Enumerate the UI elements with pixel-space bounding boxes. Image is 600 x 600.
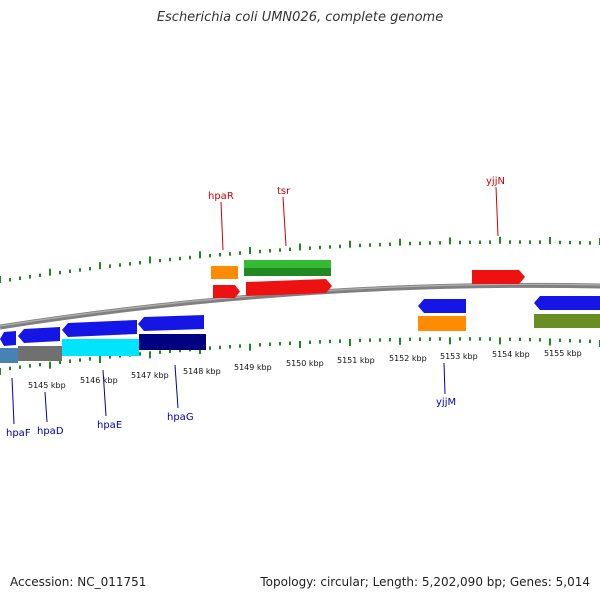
feature-steelblue[interactable] (0, 348, 18, 363)
gene-label-tsr[interactable]: tsr (277, 186, 291, 197)
kbp-label: 5150 kbp (286, 359, 324, 368)
kbp-label: 5152 kbp (389, 354, 427, 363)
kbp-scale: 5145 kbp 5146 kbp 5147 kbp 5148 kbp 5149… (28, 349, 582, 390)
kbp-label: 5145 kbp (28, 381, 66, 390)
label-leader (102, 369, 107, 417)
outer-ticks (0, 236, 600, 283)
feature-gray[interactable] (18, 346, 62, 361)
label-leader (11, 377, 15, 425)
gene-right-edge-arrow[interactable] (534, 296, 600, 310)
feature-green-tsr-lower[interactable] (244, 268, 331, 276)
label-leader (174, 364, 179, 409)
gene-label-hpaE[interactable]: hpaE (97, 420, 122, 431)
gene-hpaD-arrow[interactable] (18, 327, 60, 343)
gene-hpaE-arrow[interactable] (62, 320, 137, 337)
gene-yjjN-arrow[interactable] (472, 270, 525, 284)
gene-label-hpaG[interactable]: hpaG (167, 412, 194, 423)
kbp-label: 5147 kbp (131, 371, 169, 380)
label-leader (44, 391, 48, 423)
kbp-label: 5146 kbp (80, 376, 118, 385)
gene-hpaG-arrow[interactable] (138, 315, 204, 331)
gene-label-hpaD[interactable]: hpaD (37, 426, 64, 437)
label-leader (443, 362, 446, 395)
feature-navy[interactable] (139, 334, 206, 350)
gene-tsr-arrow[interactable] (246, 279, 332, 296)
label-leader (495, 186, 499, 237)
feature-olive[interactable] (534, 314, 600, 328)
kbp-label: 5149 kbp (234, 363, 272, 372)
kbp-label: 5153 kbp (440, 352, 478, 361)
feature-orange-reverse[interactable] (418, 316, 466, 331)
feature-green-tsr[interactable] (244, 260, 331, 268)
label-leader (220, 201, 224, 251)
feature-orange-forward[interactable] (211, 266, 238, 279)
map-title: Escherichia coli UMN026, complete genome (156, 10, 444, 25)
gene-label-yjjN[interactable]: yjjN (486, 176, 505, 187)
genome-stats-text: Topology: circular; Length: 5,202,090 bp… (260, 575, 590, 589)
kbp-label: 5148 kbp (183, 367, 221, 376)
kbp-label: 5151 kbp (337, 356, 375, 365)
gene-hpaR-arrow[interactable] (213, 285, 240, 298)
feature-cyan[interactable] (62, 339, 139, 356)
gene-label-hpaR[interactable]: hpaR (208, 191, 234, 202)
gene-hpaF-arrow[interactable] (0, 331, 16, 346)
inner-ticks (0, 337, 600, 375)
accession-text: Accession: NC_011751 (10, 575, 147, 589)
kbp-label: 5154 kbp (492, 350, 530, 359)
gene-label-hpaF[interactable]: hpaF (6, 428, 31, 439)
gene-yjjM-arrow[interactable] (418, 299, 466, 313)
kbp-label: 5155 kbp (544, 349, 582, 358)
label-leader (282, 196, 287, 247)
gene-label-yjjM[interactable]: yjjM (436, 397, 456, 408)
